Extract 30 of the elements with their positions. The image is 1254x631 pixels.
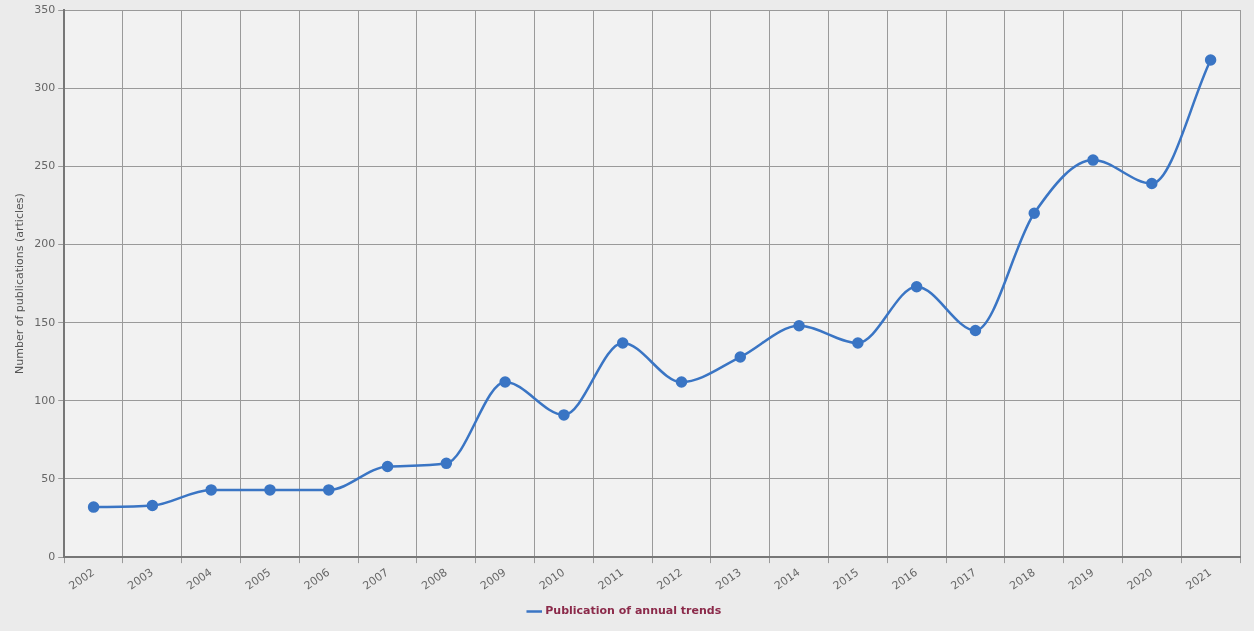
point [1087, 154, 1099, 166]
y-tick-label: 200 [34, 237, 56, 251]
point [1146, 177, 1158, 190]
y-tick-label: 150 [34, 315, 56, 329]
y-tick-label: 350 [34, 2, 56, 16]
point [1028, 207, 1040, 219]
point [910, 280, 923, 293]
point [205, 484, 217, 496]
y-axis-title: Number of publications (articles) [13, 193, 27, 374]
legend-label: Publication of annual trends [545, 604, 722, 618]
point [264, 484, 276, 496]
y-tick-label: 300 [34, 81, 56, 95]
point [323, 484, 335, 496]
point [87, 501, 100, 513]
y-tick-label: 100 [34, 393, 56, 407]
point [616, 337, 629, 349]
point [381, 460, 394, 473]
point [852, 337, 864, 349]
point [499, 376, 511, 388]
y-tick-label: 250 [34, 159, 56, 173]
point [969, 324, 982, 337]
point [793, 320, 805, 332]
point [558, 409, 570, 421]
point [675, 376, 688, 388]
y-tick-label: 0 [48, 549, 56, 563]
point [734, 351, 747, 363]
point [440, 457, 453, 470]
point [1204, 54, 1217, 66]
y-tick-label: 50 [41, 471, 56, 485]
point [146, 499, 159, 512]
